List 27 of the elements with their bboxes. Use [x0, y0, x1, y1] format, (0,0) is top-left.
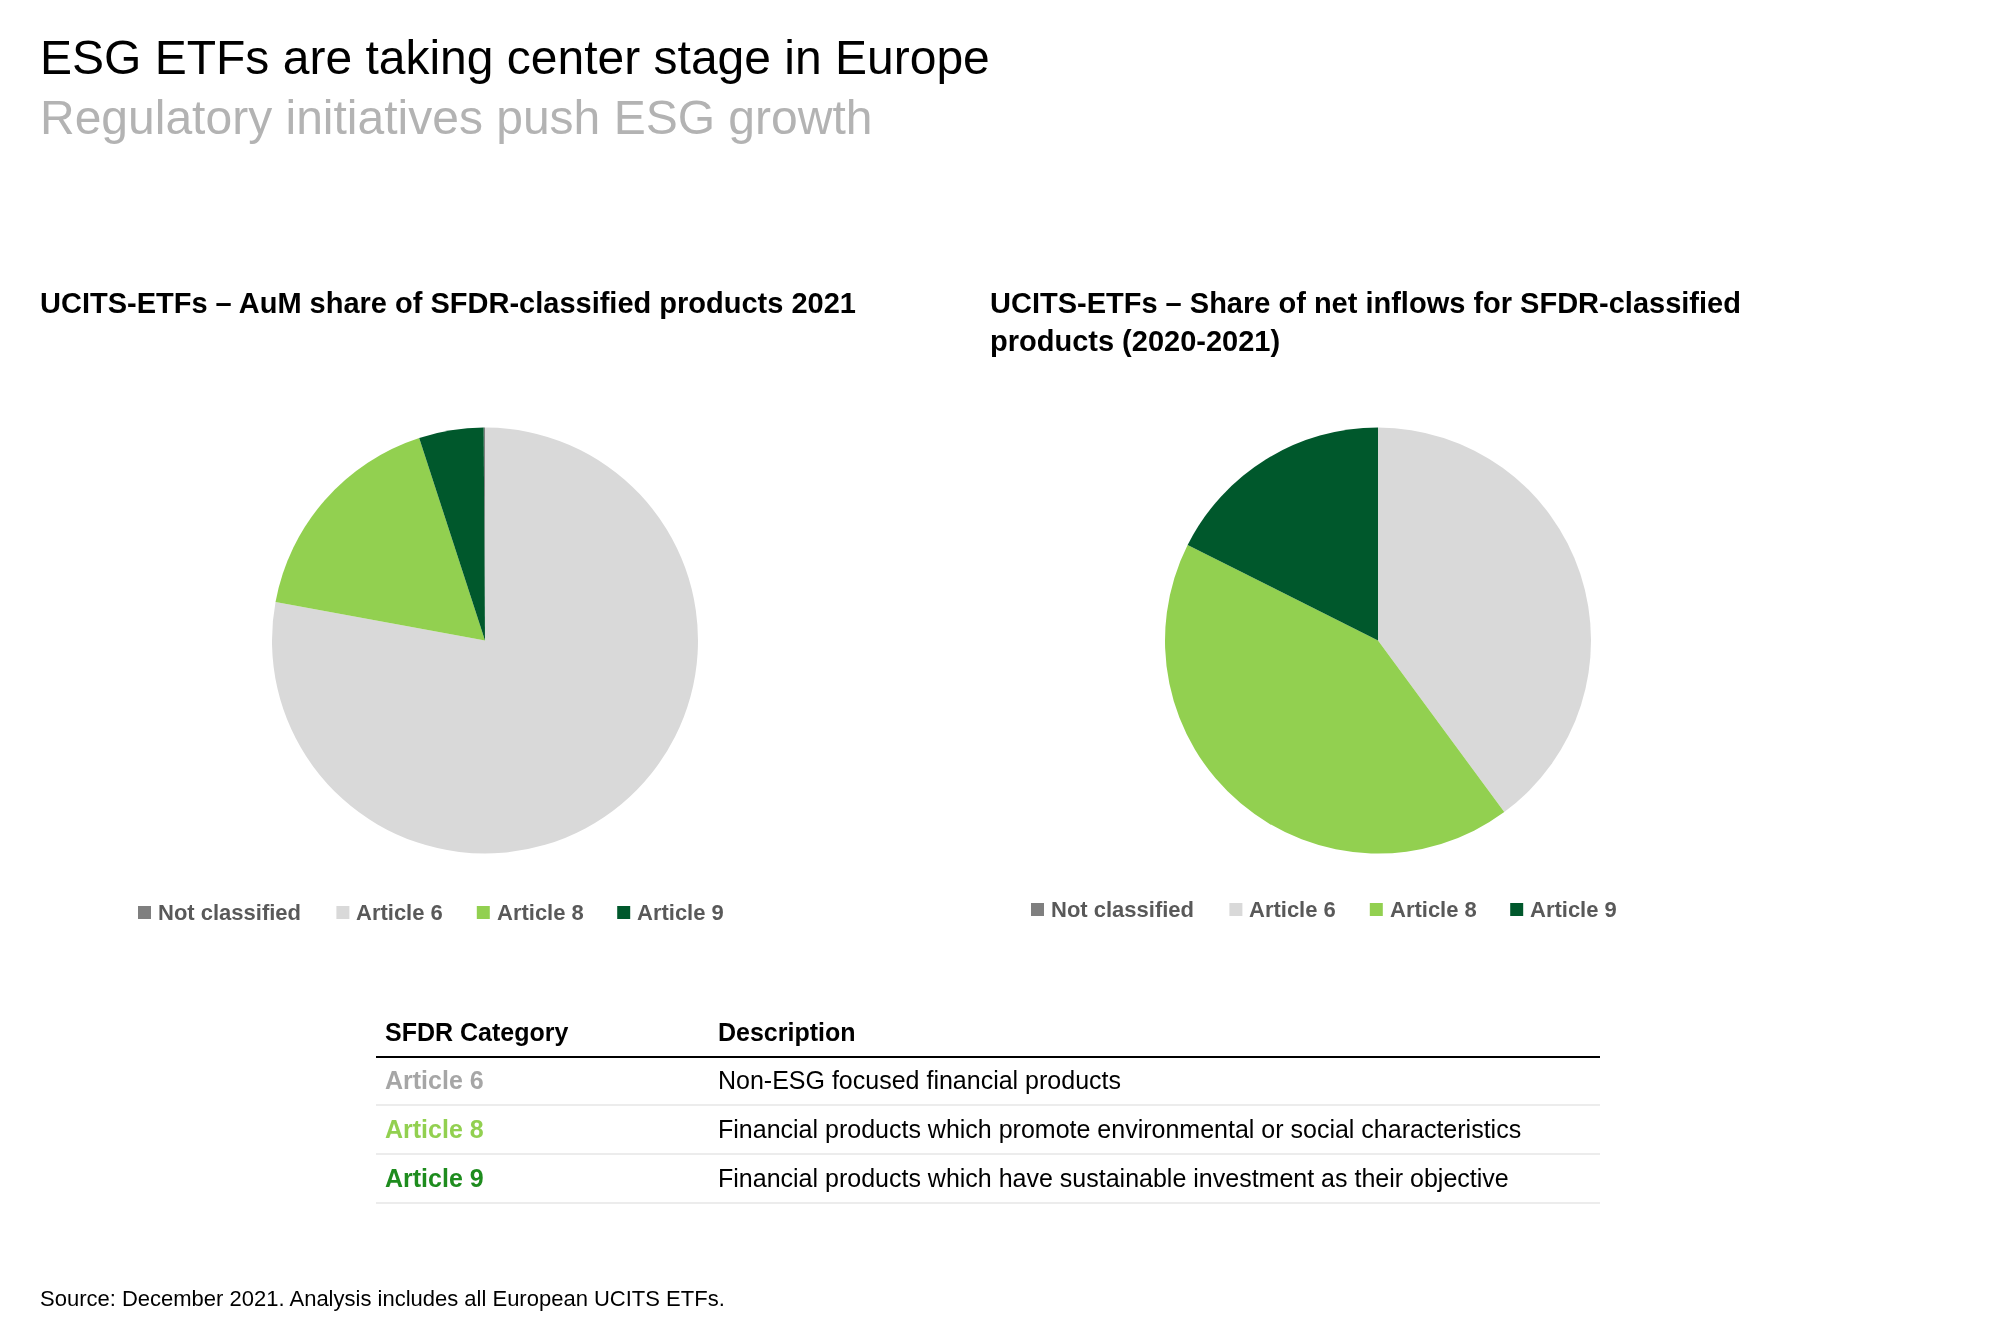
legend-label: Article 9: [1530, 897, 1617, 922]
text: Article 9: [385, 1164, 484, 1192]
text: ESG ETFs are taking center stage in Europe: [40, 31, 990, 84]
text: Regulatory initiatives push ESG growth: [40, 91, 873, 144]
text: Financial products which promote environmental or social characteristics: [718, 1115, 1522, 1143]
pie-slice: [272, 427, 698, 854]
legend-label: Article 8: [497, 900, 584, 925]
legend-label: Article 8: [1390, 897, 1477, 922]
pie-slice: [275, 437, 485, 641]
pie-slice: [1378, 427, 1591, 813]
legend-label: Not classified: [158, 900, 302, 925]
text: Financial products which have sustainable investment as their objective: [718, 1164, 1509, 1192]
legend-label: Article 9: [637, 900, 724, 925]
chart-title: UCITS-ETFs – AuM share of SFDR-classified products 2021: [40, 287, 856, 319]
pie-slice: [1165, 545, 1505, 854]
text: Non-ESG focused financial products: [718, 1066, 1121, 1094]
pie-slice: [419, 427, 485, 641]
text: Article 8: [385, 1115, 484, 1143]
text: Description: [718, 1018, 856, 1046]
legend-label: Not classified: [1051, 897, 1195, 922]
chart-title: UCITS-ETFs – Share of net inflows for SFDR-classified products (2020-2021): [990, 287, 1741, 357]
text: SFDR Category: [385, 1018, 569, 1046]
legend-label: Article 6: [1249, 897, 1336, 922]
text: Article 6: [385, 1066, 484, 1094]
source-note: Source: December 2021. Analysis includes all European UCITS ETFs.: [40, 1286, 725, 1311]
pie-slice: [1187, 427, 1378, 641]
legend-label: Article 6: [356, 900, 443, 925]
